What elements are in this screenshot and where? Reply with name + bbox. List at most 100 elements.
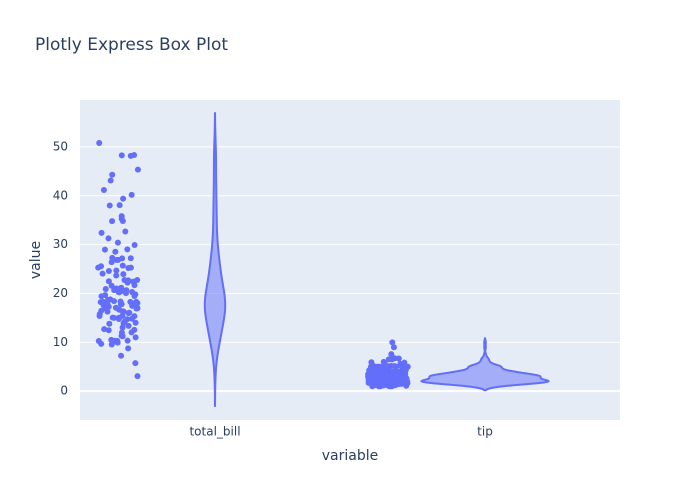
data-point [105, 303, 112, 310]
data-point [113, 285, 120, 292]
data-point [125, 265, 132, 272]
data-point [124, 246, 131, 253]
marks [95, 112, 550, 407]
data-point [391, 363, 398, 370]
data-point [403, 382, 410, 389]
data-point [108, 282, 115, 289]
data-point [128, 329, 135, 336]
chart-title: Plotly Express Box Plot [35, 35, 228, 55]
data-point [95, 264, 102, 271]
data-point [125, 322, 132, 329]
data-point [110, 314, 117, 321]
data-point [388, 351, 395, 358]
data-point [110, 338, 117, 345]
data-point [98, 293, 105, 300]
data-point [120, 288, 127, 295]
y-axis-title: value [28, 241, 44, 279]
data-point [118, 213, 125, 220]
data-point [116, 202, 123, 209]
data-point [127, 255, 134, 262]
data-point [401, 365, 408, 372]
data-point [109, 254, 116, 261]
violin [420, 337, 550, 392]
data-point [118, 152, 125, 159]
data-point [105, 235, 112, 242]
data-point [96, 313, 103, 320]
data-point [133, 303, 140, 310]
data-point [125, 345, 132, 352]
data-point [98, 307, 105, 314]
x-tick-label: total_bill [189, 425, 240, 439]
data-point [99, 270, 106, 277]
data-point [133, 298, 140, 305]
data-point [375, 368, 382, 375]
data-point [128, 191, 135, 198]
data-point [383, 371, 390, 378]
data-point [113, 272, 120, 279]
data-point [395, 379, 402, 386]
data-point [386, 378, 393, 385]
y-tick-label: 30 [53, 237, 68, 251]
x-axis-title: variable [322, 448, 378, 464]
data-point [109, 171, 116, 178]
data-point [118, 332, 125, 339]
data-point [107, 177, 114, 184]
data-point [124, 337, 131, 344]
data-point [368, 359, 375, 366]
data-point [395, 355, 402, 362]
data-point [98, 229, 105, 236]
data-point [122, 228, 129, 235]
x-tick-label: tip [477, 425, 493, 439]
data-point [383, 362, 390, 369]
y-tick-label: 20 [53, 286, 68, 300]
data-point [132, 319, 139, 326]
plot-area [80, 100, 620, 420]
y-tick-label: 40 [53, 188, 68, 202]
data-point [132, 334, 139, 341]
data-point [119, 218, 126, 225]
data-point [97, 299, 104, 306]
data-point [118, 352, 125, 359]
data-point [98, 340, 105, 347]
data-point [113, 267, 120, 274]
data-point [397, 373, 404, 380]
data-point [120, 271, 127, 278]
data-point [112, 248, 119, 255]
data-point [118, 301, 125, 308]
data-point [102, 285, 109, 292]
data-point [114, 339, 121, 346]
data-point [101, 246, 108, 253]
y-tick-label: 0 [60, 384, 68, 398]
grid [80, 146, 620, 393]
data-point [105, 278, 112, 285]
data-point [121, 318, 128, 325]
data-point [119, 324, 126, 331]
data-point [120, 195, 127, 202]
data-point [132, 360, 139, 367]
data-point [389, 339, 396, 346]
y-tick-label: 10 [53, 335, 68, 349]
data-point [106, 320, 113, 327]
data-point [119, 308, 126, 315]
data-point [131, 241, 138, 248]
data-point [390, 344, 397, 351]
data-point [127, 298, 134, 305]
data-point [131, 313, 138, 320]
data-point [119, 262, 126, 269]
data-point [101, 326, 108, 333]
data-point [125, 310, 132, 317]
data-point [119, 255, 126, 262]
data-point [100, 186, 107, 193]
data-point [134, 166, 141, 173]
y-tick-label: 50 [53, 139, 68, 153]
data-point [105, 268, 112, 275]
data-point [105, 327, 112, 334]
data-point [375, 378, 382, 385]
data-point [131, 292, 138, 299]
data-point [107, 296, 114, 303]
data-point [109, 218, 116, 225]
data-point [130, 278, 137, 285]
data-point [96, 139, 103, 146]
data-point [125, 277, 132, 284]
